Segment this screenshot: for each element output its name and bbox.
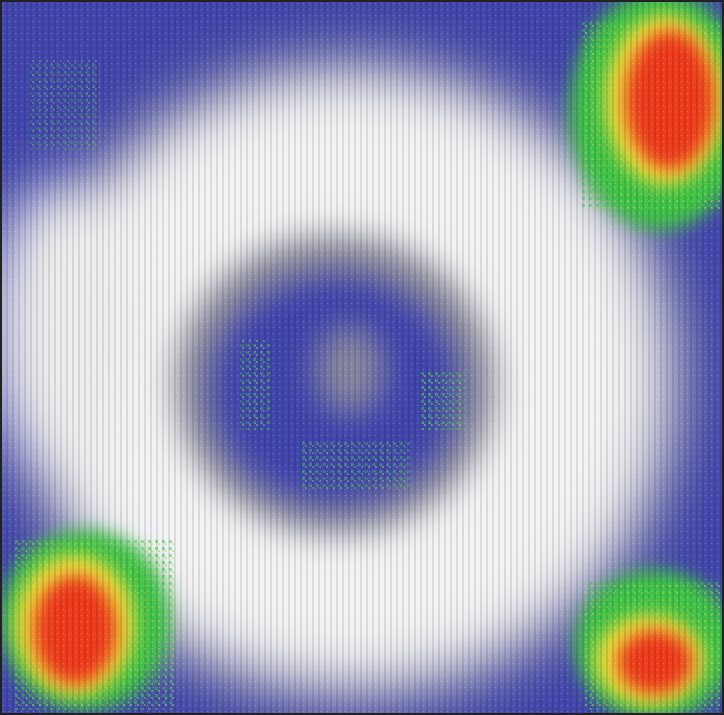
texture [0,0,724,715]
heatmap-image [0,0,724,715]
page: (() => { const data = JSON.parse(documen… [0,0,724,715]
image-area [0,0,724,715]
